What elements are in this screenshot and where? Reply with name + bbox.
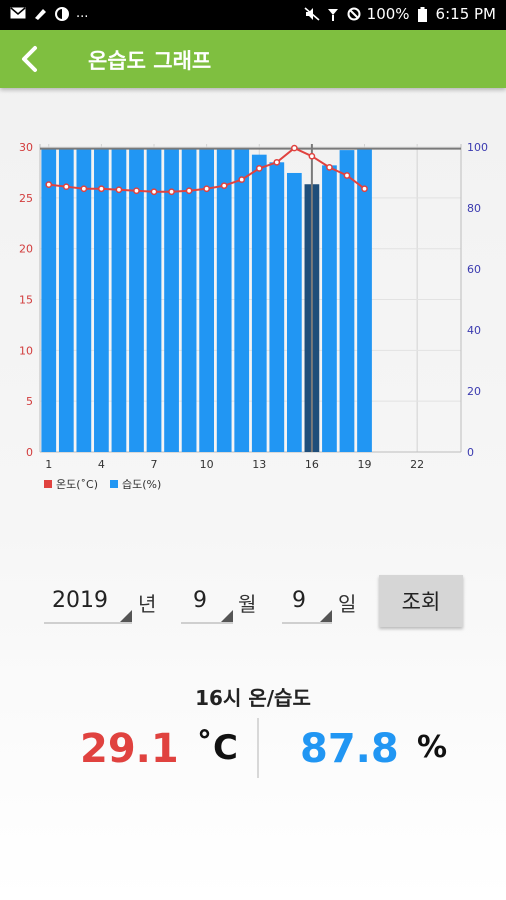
x-axis-tick-label: 4 <box>98 458 105 471</box>
temperature-point <box>273 158 281 166</box>
humidity-bar <box>41 148 57 452</box>
left-axis-tick-label: 15 <box>19 294 33 307</box>
humidity-bar <box>76 148 92 452</box>
x-axis-tick-label: 22 <box>410 458 424 471</box>
humidity-bar <box>164 148 179 452</box>
query-button[interactable]: 조회 <box>379 575 463 627</box>
humidity-bar <box>339 150 355 453</box>
humidity-value: 87.8 <box>300 726 399 772</box>
status-bar: ... 100% 6:15 PM <box>0 0 506 30</box>
temperature-point <box>255 165 263 172</box>
legend-swatch-humidity <box>110 480 118 488</box>
temperature-point <box>150 188 158 196</box>
day-select[interactable]: 9 <box>282 580 332 624</box>
temperature-point <box>343 172 351 179</box>
temperature-point <box>115 186 123 194</box>
day-unit-label: 일 <box>338 592 357 616</box>
battery-percent: 100% <box>366 5 410 23</box>
legend-label-humidity: 습도(%) <box>122 478 161 491</box>
humidity-bar <box>58 148 74 452</box>
temperature-point <box>80 185 88 193</box>
status-right: 100% 6:15 PM <box>304 5 496 23</box>
x-axis-tick-label: 1 <box>45 458 52 471</box>
month-unit-label: 월 <box>238 592 257 616</box>
right-axis-tick-label: 0 <box>467 446 474 459</box>
hour-readout-title: 16시 온/습도 <box>195 686 311 710</box>
humidity-bar <box>269 162 285 452</box>
humidity-bar <box>181 148 197 452</box>
right-axis-tick-label: 100 <box>467 141 488 154</box>
humidity-bar <box>357 148 372 452</box>
x-axis-tick-label: 10 <box>200 458 214 471</box>
left-axis-tick-label: 30 <box>19 141 33 154</box>
temperature-point <box>326 164 333 171</box>
temperature-point <box>133 187 140 195</box>
temperature-point <box>185 187 193 195</box>
year-value: 2019 <box>52 588 108 613</box>
left-axis-tick-label: 10 <box>19 344 33 357</box>
temperature-unit: ˚C <box>196 728 238 768</box>
x-axis-tick-label: 7 <box>151 458 158 471</box>
right-axis-tick-label: 40 <box>467 324 481 337</box>
x-axis-tick-label: 13 <box>252 458 266 471</box>
humidity-bar <box>286 172 302 452</box>
right-axis-tick-label: 60 <box>467 263 481 276</box>
temperature-point <box>203 185 210 193</box>
ticket-icon <box>32 7 48 21</box>
humidity-bar <box>251 154 267 452</box>
status-time: 6:15 PM <box>435 5 496 23</box>
temperature-point <box>98 185 105 193</box>
temp-humidity-chart[interactable]: 0 5 10 15 20 25 30 0 20 40 60 80 100 1 4 7 10 13 16 19 22 온도(… <box>0 130 506 510</box>
temperature-value: 29.1 <box>80 726 179 772</box>
mute-icon <box>304 7 320 21</box>
humidity-bar <box>129 148 144 452</box>
left-axis-tick-label: 20 <box>19 243 33 256</box>
left-axis-tick-label: 25 <box>19 192 33 205</box>
temperature-point <box>238 176 246 183</box>
temperature-point <box>361 185 368 193</box>
left-axis-tick-label: 0 <box>26 446 33 459</box>
status-left: ... <box>10 6 88 21</box>
x-axis-tick-label: 19 <box>358 458 372 471</box>
page-title: 온습도 그래프 <box>88 49 212 73</box>
block-icon <box>346 7 362 21</box>
month-value: 9 <box>193 588 207 613</box>
temperature-point <box>220 182 228 190</box>
circle-half-icon <box>54 6 70 21</box>
legend-swatch-temperature <box>44 480 52 488</box>
chevron-left-icon <box>22 46 37 72</box>
x-axis-tick-label: 16 <box>305 458 319 471</box>
year-unit-label: 년 <box>138 592 157 616</box>
mail-icon <box>10 6 26 21</box>
signal-icon <box>325 7 341 21</box>
app-bar: 온습도 그래프 <box>0 30 506 88</box>
readout-divider <box>257 718 259 778</box>
humidity-bar <box>111 148 127 452</box>
legend-label-temperature: 온도(˚C) <box>56 478 98 491</box>
humidity-unit: % <box>417 730 448 765</box>
battery-icon <box>415 7 431 22</box>
status-overflow: ... <box>76 6 89 21</box>
left-axis-tick-label: 5 <box>26 395 33 408</box>
dropdown-triangle-icon <box>221 610 233 622</box>
temperature-point <box>291 144 298 152</box>
humidity-bar <box>216 148 232 452</box>
dropdown-triangle-icon <box>320 610 332 622</box>
humidity-bar <box>199 148 215 452</box>
month-select[interactable]: 9 <box>181 580 233 624</box>
humidity-bar <box>94 148 109 452</box>
right-axis-tick-label: 80 <box>467 202 481 215</box>
back-button[interactable] <box>12 40 50 78</box>
humidity-bar <box>234 148 250 452</box>
temperature-point <box>62 183 70 191</box>
year-select[interactable]: 2019 <box>44 580 132 624</box>
right-axis-tick-label: 20 <box>467 385 481 398</box>
dropdown-triangle-icon <box>120 610 132 622</box>
temperature-point <box>308 152 316 160</box>
humidity-bar <box>322 165 337 452</box>
humidity-bar <box>146 148 162 452</box>
temperature-point <box>168 188 175 196</box>
day-value: 9 <box>292 588 306 613</box>
temperature-point <box>45 181 53 189</box>
